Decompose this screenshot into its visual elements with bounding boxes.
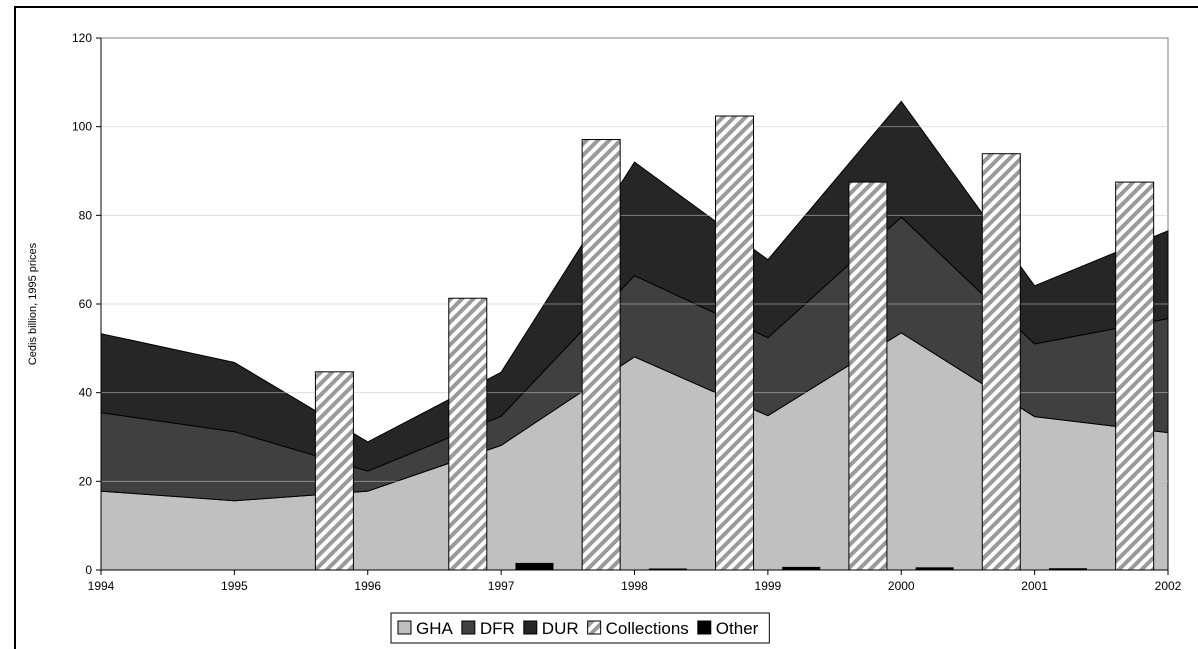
legend-swatch-dur	[523, 620, 538, 635]
legend-swatch-other	[697, 620, 712, 635]
x-tick-label: 1996	[354, 579, 381, 593]
legend-label-dfr: DFR	[480, 619, 515, 638]
x-tick-label: 1999	[755, 579, 782, 593]
chart-frame	[14, 6, 1198, 649]
y-tick-label: 100	[72, 120, 92, 134]
legend-label-gha: GHA	[416, 619, 454, 638]
legend-swatch-dfr	[461, 620, 476, 635]
y-tick-label: 0	[85, 563, 92, 577]
bar-other	[915, 567, 954, 570]
y-axis-title: Cedis billion, 1995 prices	[27, 242, 39, 365]
legend-swatch-gha	[397, 620, 412, 635]
bar-collections	[448, 297, 488, 571]
x-tick-label: 1998	[621, 579, 648, 593]
x-tick-label: 1997	[488, 579, 515, 593]
x-tick-label: 1994	[88, 579, 115, 593]
area-series-dur	[100, 100, 1169, 472]
y-tick-label: 80	[79, 208, 93, 222]
bar-other	[782, 566, 821, 570]
y-tick-label: 40	[79, 386, 93, 400]
legend-label-other: Other	[716, 619, 759, 638]
legend-swatch-collections	[587, 620, 602, 635]
y-tick-label: 120	[72, 31, 92, 45]
bar-collections	[715, 115, 755, 571]
bar-collections	[981, 153, 1021, 571]
y-tick-label: 60	[79, 297, 93, 311]
bar-other	[1048, 568, 1087, 570]
legend-label-collections: Collections	[606, 619, 689, 638]
bar-collections	[1115, 181, 1155, 571]
bar-collections	[581, 139, 621, 571]
x-tick-label: 1995	[221, 579, 248, 593]
legend-label-dur: DUR	[542, 619, 579, 638]
x-tick-label: 2002	[1155, 579, 1182, 593]
bar-collections	[848, 181, 888, 571]
bar-other	[515, 562, 554, 570]
x-tick-label: 2001	[1021, 579, 1048, 593]
x-tick-label: 2000	[888, 579, 915, 593]
bar-collections	[314, 371, 354, 571]
bar-other	[648, 568, 687, 570]
y-tick-label: 20	[79, 474, 93, 488]
